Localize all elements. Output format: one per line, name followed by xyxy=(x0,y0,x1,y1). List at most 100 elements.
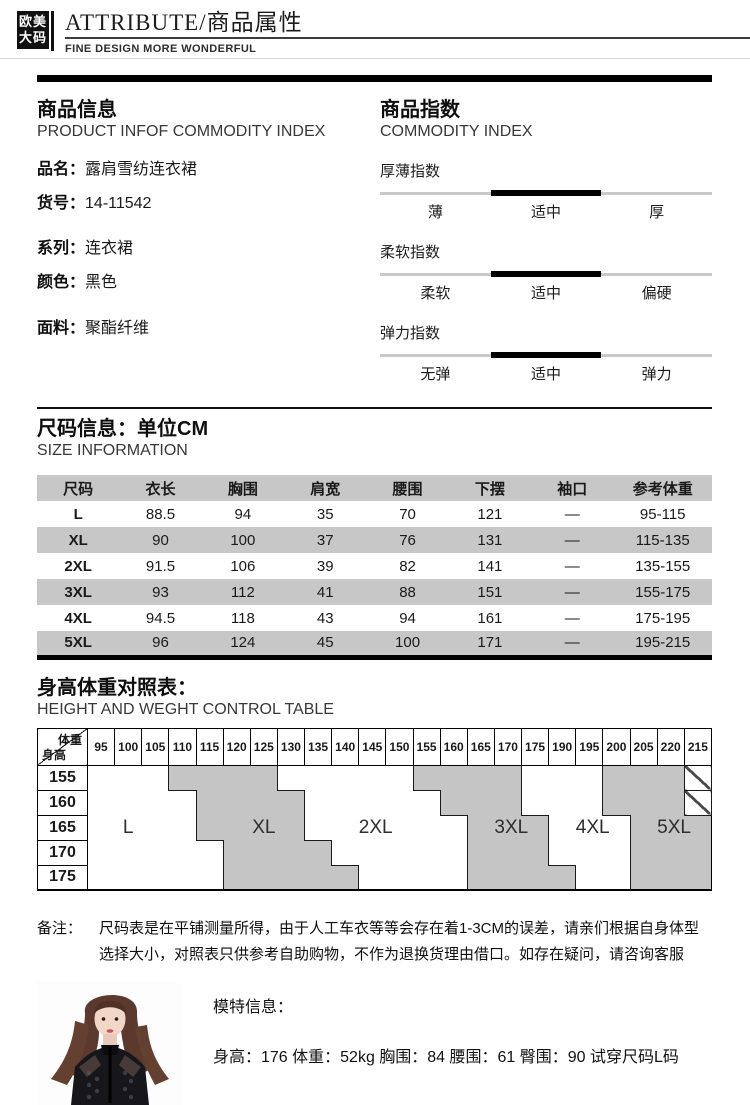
hw-cell xyxy=(522,790,549,815)
hw-cell xyxy=(412,765,441,791)
index-option: 柔软 xyxy=(420,285,451,303)
index-option: 适中 xyxy=(531,204,562,222)
size-zone-label: L xyxy=(122,816,134,838)
hw-cell xyxy=(549,815,576,840)
hw-cell xyxy=(196,840,223,865)
hw-cell xyxy=(657,865,685,891)
size-table-cell: 3XL xyxy=(64,583,92,601)
hw-corner-cell: 体重 身高 xyxy=(37,727,88,766)
hw-cell xyxy=(359,790,386,815)
product-field-label: 系列： xyxy=(37,240,86,258)
hw-cell xyxy=(576,865,603,890)
height-weight-title: 身高体重对照表： xyxy=(37,676,197,699)
size-table-cell: 70 xyxy=(399,505,416,523)
hw-cell xyxy=(629,815,658,841)
hw-cell xyxy=(521,865,549,891)
size-table-header-cell: 腰围 xyxy=(392,480,423,498)
hw-weight-header: 220 xyxy=(656,727,685,766)
size-table-cell: 37 xyxy=(316,531,334,549)
hw-weight-header: 110 xyxy=(168,727,197,766)
size-zone-label: 2XL xyxy=(358,816,393,838)
remark-label: 备注： xyxy=(37,920,83,938)
size-table-cell: 121 xyxy=(477,505,503,523)
hw-cell xyxy=(223,765,251,791)
hw-cell xyxy=(332,840,359,865)
hw-cell xyxy=(657,840,685,866)
page-subtitle: FINE DESIGN MORE WONDERFUL xyxy=(65,43,257,56)
size-info-title: 尺码信息：单位CM xyxy=(37,418,209,441)
hw-cell xyxy=(684,814,712,841)
product-field-label: 面料： xyxy=(37,319,86,337)
size-table-cell: 45 xyxy=(316,634,334,652)
size-table-cell: 115-135 xyxy=(635,531,690,549)
model-stats: 身高：176 体重：52kg 胸围：84 腰围：61 臀围：90 试穿尺码L码 xyxy=(213,1049,679,1067)
size-table-cell: — xyxy=(564,505,580,523)
hw-cell xyxy=(466,840,495,866)
size-info-subtitle: SIZE INFORMATION xyxy=(37,442,188,460)
index-selected-segment xyxy=(490,190,602,197)
hw-cell xyxy=(466,865,495,891)
hw-cell xyxy=(576,790,603,815)
product-field-label: 货号： xyxy=(37,194,86,212)
hw-weight-header: 105 xyxy=(141,727,170,766)
hw-cell xyxy=(466,815,495,841)
hw-cell xyxy=(576,840,603,865)
size-table-row: 3XL 93 112 41 88 151 — 155-175 xyxy=(37,579,712,606)
size-table-row: 4XL 94.5 118 43 94 161 — 175-195 xyxy=(37,605,712,631)
size-zone-label: XL xyxy=(250,815,278,841)
size-table-cell: — xyxy=(564,634,580,652)
hw-cell xyxy=(88,865,115,890)
index-selected-segment xyxy=(490,271,602,278)
index-group: 柔软指数 柔软 适中 偏硬 xyxy=(380,241,712,303)
size-table-cell: 4XL xyxy=(64,609,92,627)
size-table-cell: 88 xyxy=(399,583,416,601)
index-bar xyxy=(380,190,712,197)
hw-cell xyxy=(630,765,658,791)
hw-cell xyxy=(386,765,413,790)
hw-cell xyxy=(304,865,332,891)
size-table-cell: 151 xyxy=(477,583,503,601)
size-table-cell: 131 xyxy=(477,531,503,549)
product-field-value: 聚酯纤维 xyxy=(85,319,150,337)
size-table-cell: 96 xyxy=(152,634,169,652)
hw-cell xyxy=(684,840,712,866)
size-table-cell: 106 xyxy=(230,557,256,575)
hw-cell xyxy=(521,840,550,866)
remark-note: 备注： 尺码表是在平铺测量所得，由于人工车衣等等会存在着1-3CM的误差，请亲们… xyxy=(37,916,712,968)
size-table-cell: 35 xyxy=(316,505,334,523)
index-selected-segment xyxy=(490,352,602,359)
height-weight-table: 体重 身高 95 100 105 110 115 120 125 130 135 140 145 150 1… xyxy=(37,727,713,892)
hw-cell xyxy=(657,765,685,791)
index-option: 薄 xyxy=(427,204,443,222)
product-info-subtitle: PRODUCT INFOF COMMODITY INDEX xyxy=(37,123,326,141)
size-table-cell: 90 xyxy=(152,531,169,549)
size-table-cell: — xyxy=(564,531,580,549)
size-table-cell: 124 xyxy=(230,634,256,652)
index-bar xyxy=(380,352,712,359)
size-table-cell: 94 xyxy=(399,609,416,627)
size-table-cell: 195-215 xyxy=(635,634,691,652)
hw-weight-header: 190 xyxy=(548,727,577,766)
hw-cell xyxy=(115,790,142,815)
hw-cell xyxy=(169,840,196,865)
hw-cell xyxy=(88,765,115,790)
hw-cell xyxy=(359,765,386,790)
hw-cell xyxy=(549,790,576,815)
brand-logo: 欧美 大码 xyxy=(17,11,49,49)
hw-row: 160 xyxy=(37,789,713,816)
size-table-cell: — xyxy=(564,609,580,627)
hw-row: 170 xyxy=(37,839,712,866)
page-title: ATTRIBUTE/商品属性 xyxy=(65,10,303,35)
index-option: 偏硬 xyxy=(641,285,672,303)
product-info-title: 商品信息 xyxy=(37,99,117,122)
hw-cell xyxy=(277,865,305,891)
size-table-cell: 2XL xyxy=(64,557,92,575)
hw-cell xyxy=(602,765,630,791)
hw-cell xyxy=(142,865,169,890)
size-table-cell: 76 xyxy=(399,531,416,549)
hw-weight-header: 195 xyxy=(575,727,604,766)
hw-cell xyxy=(629,865,658,891)
hw-cell xyxy=(250,865,278,891)
hw-cell xyxy=(115,840,142,865)
hw-cell xyxy=(250,765,278,791)
